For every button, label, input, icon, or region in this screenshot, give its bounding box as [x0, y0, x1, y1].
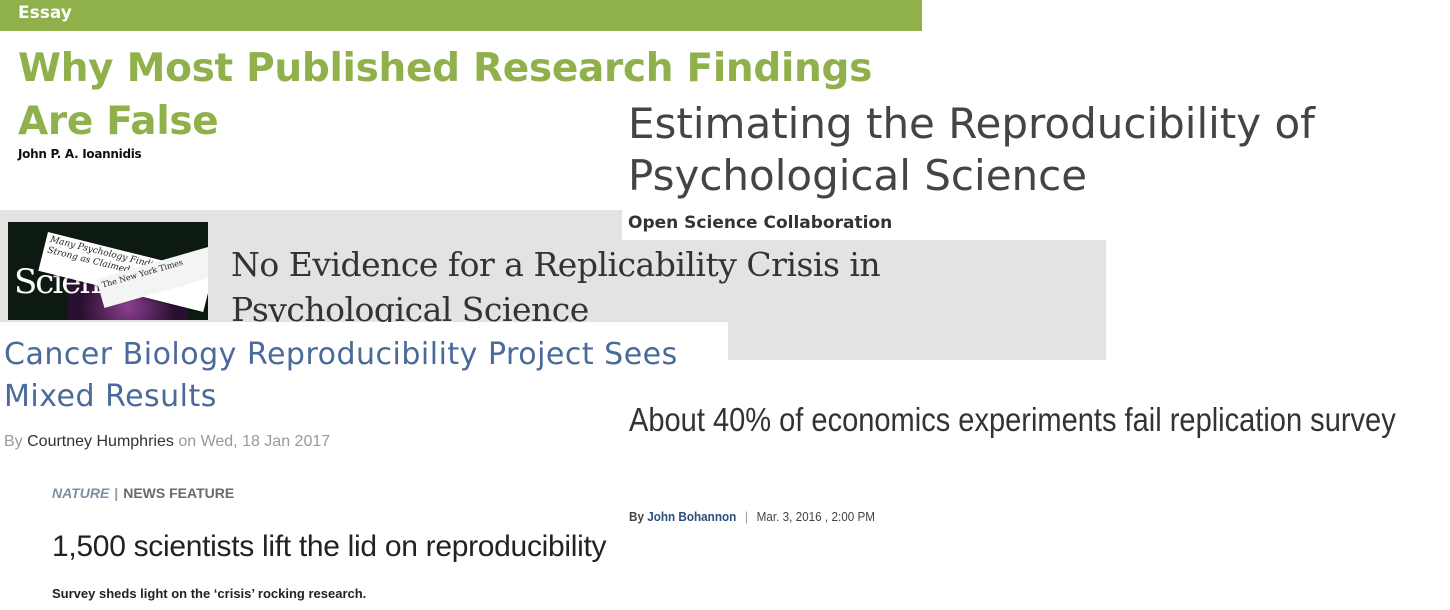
nature-title[interactable]: 1,500 scientists lift the lid on reprodu… — [52, 530, 607, 563]
nature-separator: | — [114, 485, 119, 501]
cancer-date-prefix: on — [178, 433, 197, 450]
economics-byline-divider: | — [744, 509, 748, 524]
cancer-date: Wed, 18 Jan 2017 — [200, 433, 331, 450]
economics-author[interactable]: John Bohannon — [647, 509, 737, 524]
essay-title[interactable]: Why Most Published Research Findings Are… — [18, 46, 873, 144]
economics-by-prefix: By — [629, 509, 644, 524]
economics-title[interactable]: About 40% of economics experiments fail … — [629, 401, 1396, 438]
replicability-title[interactable]: No Evidence for a Replicability Crisis i… — [231, 245, 881, 329]
essay-header-bar — [0, 0, 922, 31]
nature-standfirst: Survey sheds light on the ‘crisis’ rocki… — [52, 586, 367, 601]
essay-label: Essay — [18, 3, 72, 23]
osc-title[interactable]: Estimating the Reproducibility of Psycho… — [628, 99, 1315, 200]
cancer-clipping-background — [0, 322, 728, 610]
cancer-author[interactable]: Courtney Humphries — [27, 433, 174, 450]
nature-kicker: NATURE | NEWS FEATURE — [52, 485, 234, 501]
nature-section[interactable]: NEWS FEATURE — [123, 485, 235, 501]
cancer-by-prefix: By — [4, 433, 23, 450]
economics-date: Mar. 3, 2016 , 2:00 PM — [756, 509, 876, 524]
nature-journal[interactable]: NATURE — [52, 485, 110, 501]
cancer-title[interactable]: Cancer Biology Reproducibility Project S… — [4, 337, 678, 414]
cancer-byline: By Courtney Humphries on Wed, 18 Jan 201… — [4, 433, 330, 451]
essay-author: John P. A. Ioannidis — [18, 147, 142, 161]
news-thumbnail-image: Science Many Psychology Findings Not as … — [8, 222, 208, 320]
economics-byline: By John Bohannon | Mar. 3, 2016 , 2:00 P… — [629, 509, 875, 524]
osc-author: Open Science Collaboration — [628, 213, 893, 233]
